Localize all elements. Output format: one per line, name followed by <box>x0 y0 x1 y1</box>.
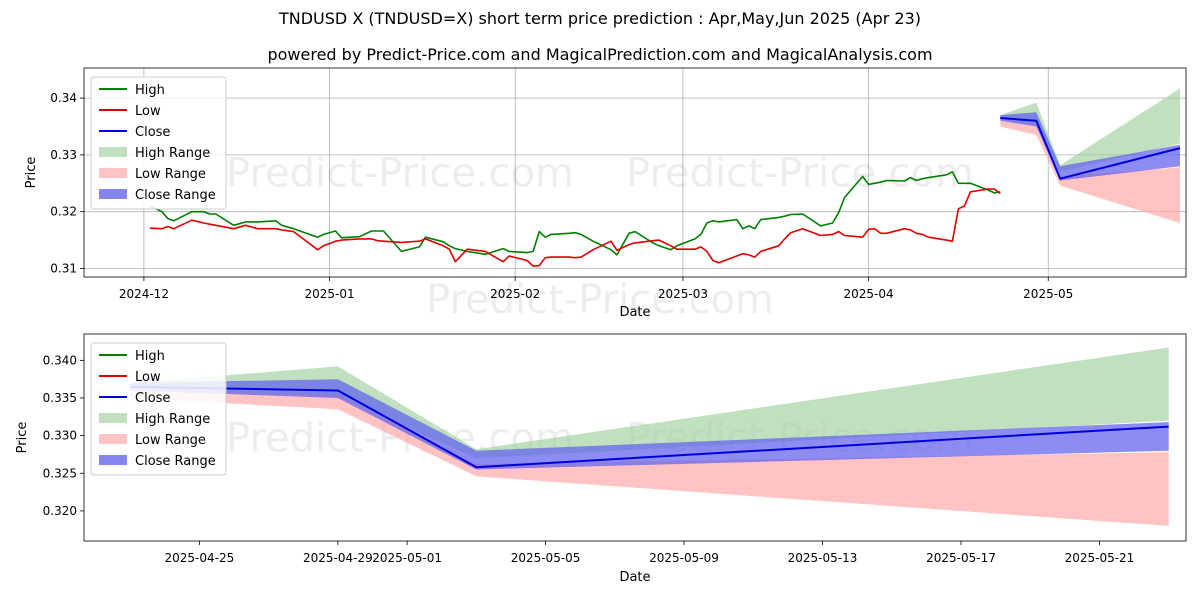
legend-label: Low <box>135 104 161 119</box>
x-axis-label: Date <box>619 570 650 585</box>
y-axis-label: Price <box>24 157 39 189</box>
legend-label: High Range <box>135 412 210 427</box>
x-tick-label: 2025-01 <box>304 287 354 301</box>
y-tick-label: 0.330 <box>43 429 77 443</box>
y-tick-label: 0.34 <box>50 91 77 105</box>
x-axis-label: Date <box>619 305 650 320</box>
legend-label: Low Range <box>135 167 206 182</box>
legend: High Low Close High Range Low Range Close Ran… <box>90 76 227 210</box>
legend-label: Low <box>135 370 161 385</box>
y-axis-label: Price <box>15 422 30 454</box>
watermark-text: Predict-Price.com <box>226 151 574 197</box>
series-low-line <box>149 188 1001 267</box>
x-tick-label: 2025-05-17 <box>926 551 996 565</box>
series-close-line <box>130 385 1169 469</box>
x-tick-label: 2025-05-13 <box>788 551 858 565</box>
series-close-range <box>130 379 1169 470</box>
watermark-text: Predict-Price.com <box>626 151 974 197</box>
series-close-line <box>1000 117 1181 180</box>
legend-label: High <box>135 349 165 364</box>
legend-swatch <box>99 413 127 423</box>
plot-area <box>130 347 1169 526</box>
legend-label: Close <box>135 391 170 406</box>
series-high-range <box>1000 88 1180 172</box>
y-tick-label: 0.340 <box>43 353 77 367</box>
legend: High Low Close High Range Low Range Close Ran… <box>90 342 227 476</box>
x-tick-label: 2025-04-25 <box>165 551 235 565</box>
legend-swatch <box>99 434 127 444</box>
plot-area <box>149 88 1181 267</box>
legend-label: High <box>135 83 165 98</box>
x-tick-label: 2025-03 <box>658 287 708 301</box>
legend-label: Low Range <box>135 433 206 448</box>
series-close-range <box>1000 112 1180 181</box>
watermark-text: Predict-Price.com <box>426 277 774 323</box>
x-tick-label: 2025-05-21 <box>1065 551 1135 565</box>
x-tick-label: 2024-12 <box>119 287 169 301</box>
chart-panel-1: Predict-Price.com Predict-Price.com Predic… <box>24 67 1187 323</box>
axes-frame <box>83 333 1187 542</box>
y-tick-label: 0.31 <box>50 261 77 275</box>
legend-swatch <box>99 168 127 178</box>
chart-panel-2: Predict-Price.comPredict-Price.com0.3200… <box>15 333 1187 585</box>
y-tick-label: 0.335 <box>43 391 77 405</box>
legend-label: Close Range <box>135 188 216 203</box>
x-tick-label: 2025-05-09 <box>649 551 719 565</box>
chart-title: TNDUSD X (TNDUSD=X) short term price pre… <box>278 9 922 28</box>
chart-subtitle: powered by Predict-Price.com and Magical… <box>267 45 933 64</box>
axes-frame <box>83 67 1187 278</box>
x-tick-label: 2025-05-01 <box>372 551 442 565</box>
series-high-line <box>149 171 1001 256</box>
y-tick-label: 0.325 <box>43 466 77 480</box>
y-tick-label: 0.32 <box>50 205 77 219</box>
legend-swatch <box>99 189 127 199</box>
legend-swatch <box>99 455 127 465</box>
y-tick-label: 0.33 <box>50 148 77 162</box>
x-tick-label: 2025-04-29 <box>303 551 373 565</box>
legend-label: Close <box>135 125 170 140</box>
series-high-range <box>130 347 1169 459</box>
x-tick-label: 2025-05-05 <box>511 551 581 565</box>
legend-swatch <box>99 147 127 157</box>
legend-label: High Range <box>135 146 210 161</box>
x-tick-label: 2025-02 <box>490 287 540 301</box>
x-tick-label: 2025-05 <box>1023 287 1073 301</box>
legend-label: Close Range <box>135 454 216 469</box>
x-tick-label: 2025-04 <box>844 287 894 301</box>
y-tick-label: 0.320 <box>43 504 77 518</box>
